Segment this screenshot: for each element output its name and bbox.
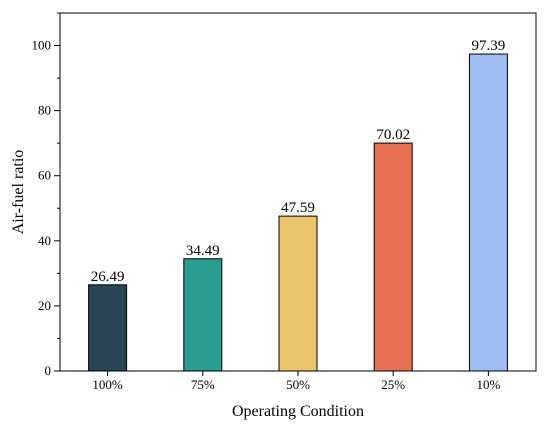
x-tick-label: 75%: [191, 377, 215, 392]
y-axis: 0 20 40 60 80 100: [32, 12, 60, 378]
y-tick-label: 80: [38, 103, 51, 118]
y-tick-label: 40: [38, 233, 51, 248]
bar: [468, 53, 508, 372]
x-tick-label: 25%: [381, 377, 405, 392]
bar-value-label: 47.59: [281, 200, 315, 216]
x-axis: 100% 75% 50% 25% 10%: [92, 371, 500, 392]
x-tick-label: 10%: [476, 377, 500, 392]
bar-value-label: 97.39: [472, 38, 506, 54]
bar-value-label: 34.49: [186, 243, 220, 259]
bar-value-label: 70.02: [376, 127, 410, 143]
bar: [278, 215, 318, 372]
bars: 26.49 34.49 47.59 70.02 97.39: [88, 38, 508, 372]
y-tick-label: 20: [38, 298, 51, 313]
bar: [183, 258, 223, 372]
x-tick-label: 100%: [92, 377, 123, 392]
x-axis-title: Operating Condition: [232, 403, 364, 420]
bar-value-label: 26.49: [91, 269, 125, 285]
bar: [373, 142, 413, 372]
y-tick-label: 100: [32, 38, 52, 53]
x-tick-label: 50%: [286, 377, 310, 392]
y-axis-title: Air-fuel ratio: [10, 150, 27, 235]
y-tick-label: 60: [38, 168, 51, 183]
y-tick-label: 0: [45, 363, 52, 378]
bar: [88, 284, 128, 372]
